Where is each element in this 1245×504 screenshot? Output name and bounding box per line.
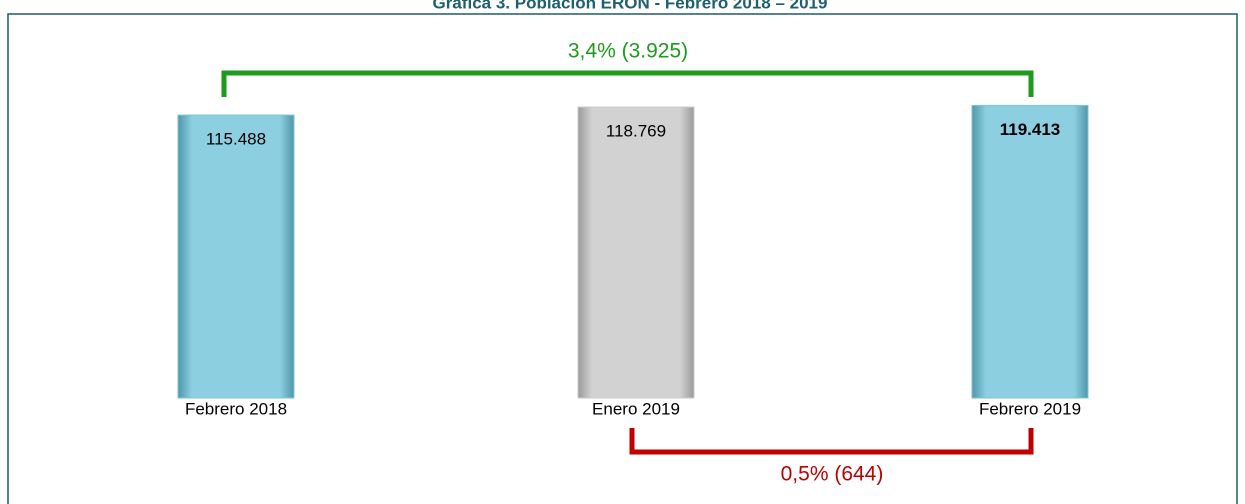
value-label: 115.488 xyxy=(206,130,266,149)
value-label: 119.413 xyxy=(1000,120,1061,139)
frame xyxy=(7,13,1238,504)
bar xyxy=(577,106,695,399)
bar xyxy=(971,104,1089,399)
bracket xyxy=(629,428,1034,455)
annotation: 3,4% (3.925) xyxy=(568,40,688,63)
x-tick-label: Febrero 2018 xyxy=(185,399,287,418)
chart-title: Gráfica 3. Población ERON - Febrero 2018… xyxy=(433,0,828,12)
bar xyxy=(177,114,295,399)
value-label: 118.769 xyxy=(606,122,666,141)
bracket xyxy=(221,70,1034,97)
x-tick-label: Febrero 2019 xyxy=(979,399,1081,418)
x-tick-label: Enero 2019 xyxy=(592,399,680,418)
annotation: 0,5% (644) xyxy=(781,463,884,486)
